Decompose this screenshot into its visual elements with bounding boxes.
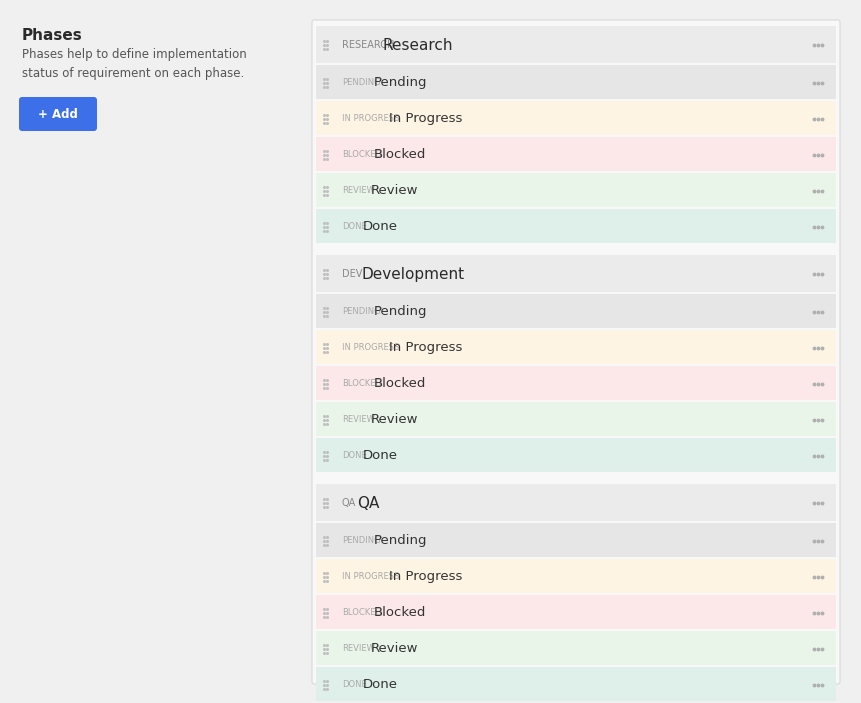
Text: DEV: DEV bbox=[342, 269, 362, 279]
Text: In Progress: In Progress bbox=[388, 112, 461, 125]
Text: IN PROGRESS: IN PROGRESS bbox=[342, 343, 399, 352]
Bar bbox=[316, 402, 835, 436]
Text: PENDING: PENDING bbox=[342, 536, 381, 545]
Text: REVIEW: REVIEW bbox=[342, 644, 375, 653]
Text: REVIEW: REVIEW bbox=[342, 415, 375, 424]
Text: In Progress: In Progress bbox=[388, 570, 461, 583]
Text: Blocked: Blocked bbox=[374, 377, 426, 390]
Text: IN PROGRESS: IN PROGRESS bbox=[342, 572, 399, 581]
Text: In Progress: In Progress bbox=[388, 341, 461, 354]
Text: Blocked: Blocked bbox=[374, 606, 426, 619]
Text: DONE: DONE bbox=[342, 680, 366, 689]
Text: PENDING: PENDING bbox=[342, 78, 381, 87]
Text: Pending: Pending bbox=[374, 76, 427, 89]
Text: BLOCKED: BLOCKED bbox=[342, 379, 381, 388]
Text: DONE: DONE bbox=[342, 222, 366, 231]
Text: Phases: Phases bbox=[22, 28, 83, 43]
Text: Pending: Pending bbox=[374, 305, 427, 318]
FancyBboxPatch shape bbox=[19, 97, 97, 131]
Text: + Add: + Add bbox=[38, 108, 77, 120]
Text: Pending: Pending bbox=[374, 534, 427, 547]
Text: Review: Review bbox=[370, 642, 418, 655]
Text: Phases help to define implementation
status of requirement on each phase.: Phases help to define implementation sta… bbox=[22, 48, 246, 80]
Text: DONE: DONE bbox=[342, 451, 366, 460]
Bar bbox=[316, 173, 835, 207]
Text: Done: Done bbox=[362, 220, 398, 233]
Text: Research: Research bbox=[382, 37, 453, 53]
Bar bbox=[316, 209, 835, 243]
Text: RESEARCH: RESEARCH bbox=[342, 40, 394, 50]
Text: Review: Review bbox=[370, 413, 418, 426]
Text: Done: Done bbox=[362, 678, 398, 691]
Bar bbox=[316, 523, 835, 557]
Bar bbox=[316, 438, 835, 472]
Text: QA: QA bbox=[342, 498, 356, 508]
Bar bbox=[316, 631, 835, 665]
Text: Blocked: Blocked bbox=[374, 148, 426, 161]
Bar bbox=[316, 330, 835, 364]
Text: BLOCKED: BLOCKED bbox=[342, 150, 381, 159]
Text: BLOCKED: BLOCKED bbox=[342, 608, 381, 617]
Text: Development: Development bbox=[361, 266, 463, 281]
Bar bbox=[316, 137, 835, 171]
FancyBboxPatch shape bbox=[312, 20, 839, 684]
Bar bbox=[316, 484, 835, 521]
Bar bbox=[316, 101, 835, 135]
Bar bbox=[316, 294, 835, 328]
Bar bbox=[316, 255, 835, 292]
Bar bbox=[316, 65, 835, 99]
Text: IN PROGRESS: IN PROGRESS bbox=[342, 114, 399, 123]
Bar bbox=[316, 366, 835, 400]
Text: PENDING: PENDING bbox=[342, 307, 381, 316]
Bar bbox=[316, 667, 835, 701]
Text: Review: Review bbox=[370, 184, 418, 197]
Text: REVIEW: REVIEW bbox=[342, 186, 375, 195]
Bar bbox=[316, 595, 835, 629]
Text: QA: QA bbox=[356, 496, 379, 510]
Bar bbox=[316, 559, 835, 593]
Text: Done: Done bbox=[362, 449, 398, 462]
Bar bbox=[316, 26, 835, 63]
